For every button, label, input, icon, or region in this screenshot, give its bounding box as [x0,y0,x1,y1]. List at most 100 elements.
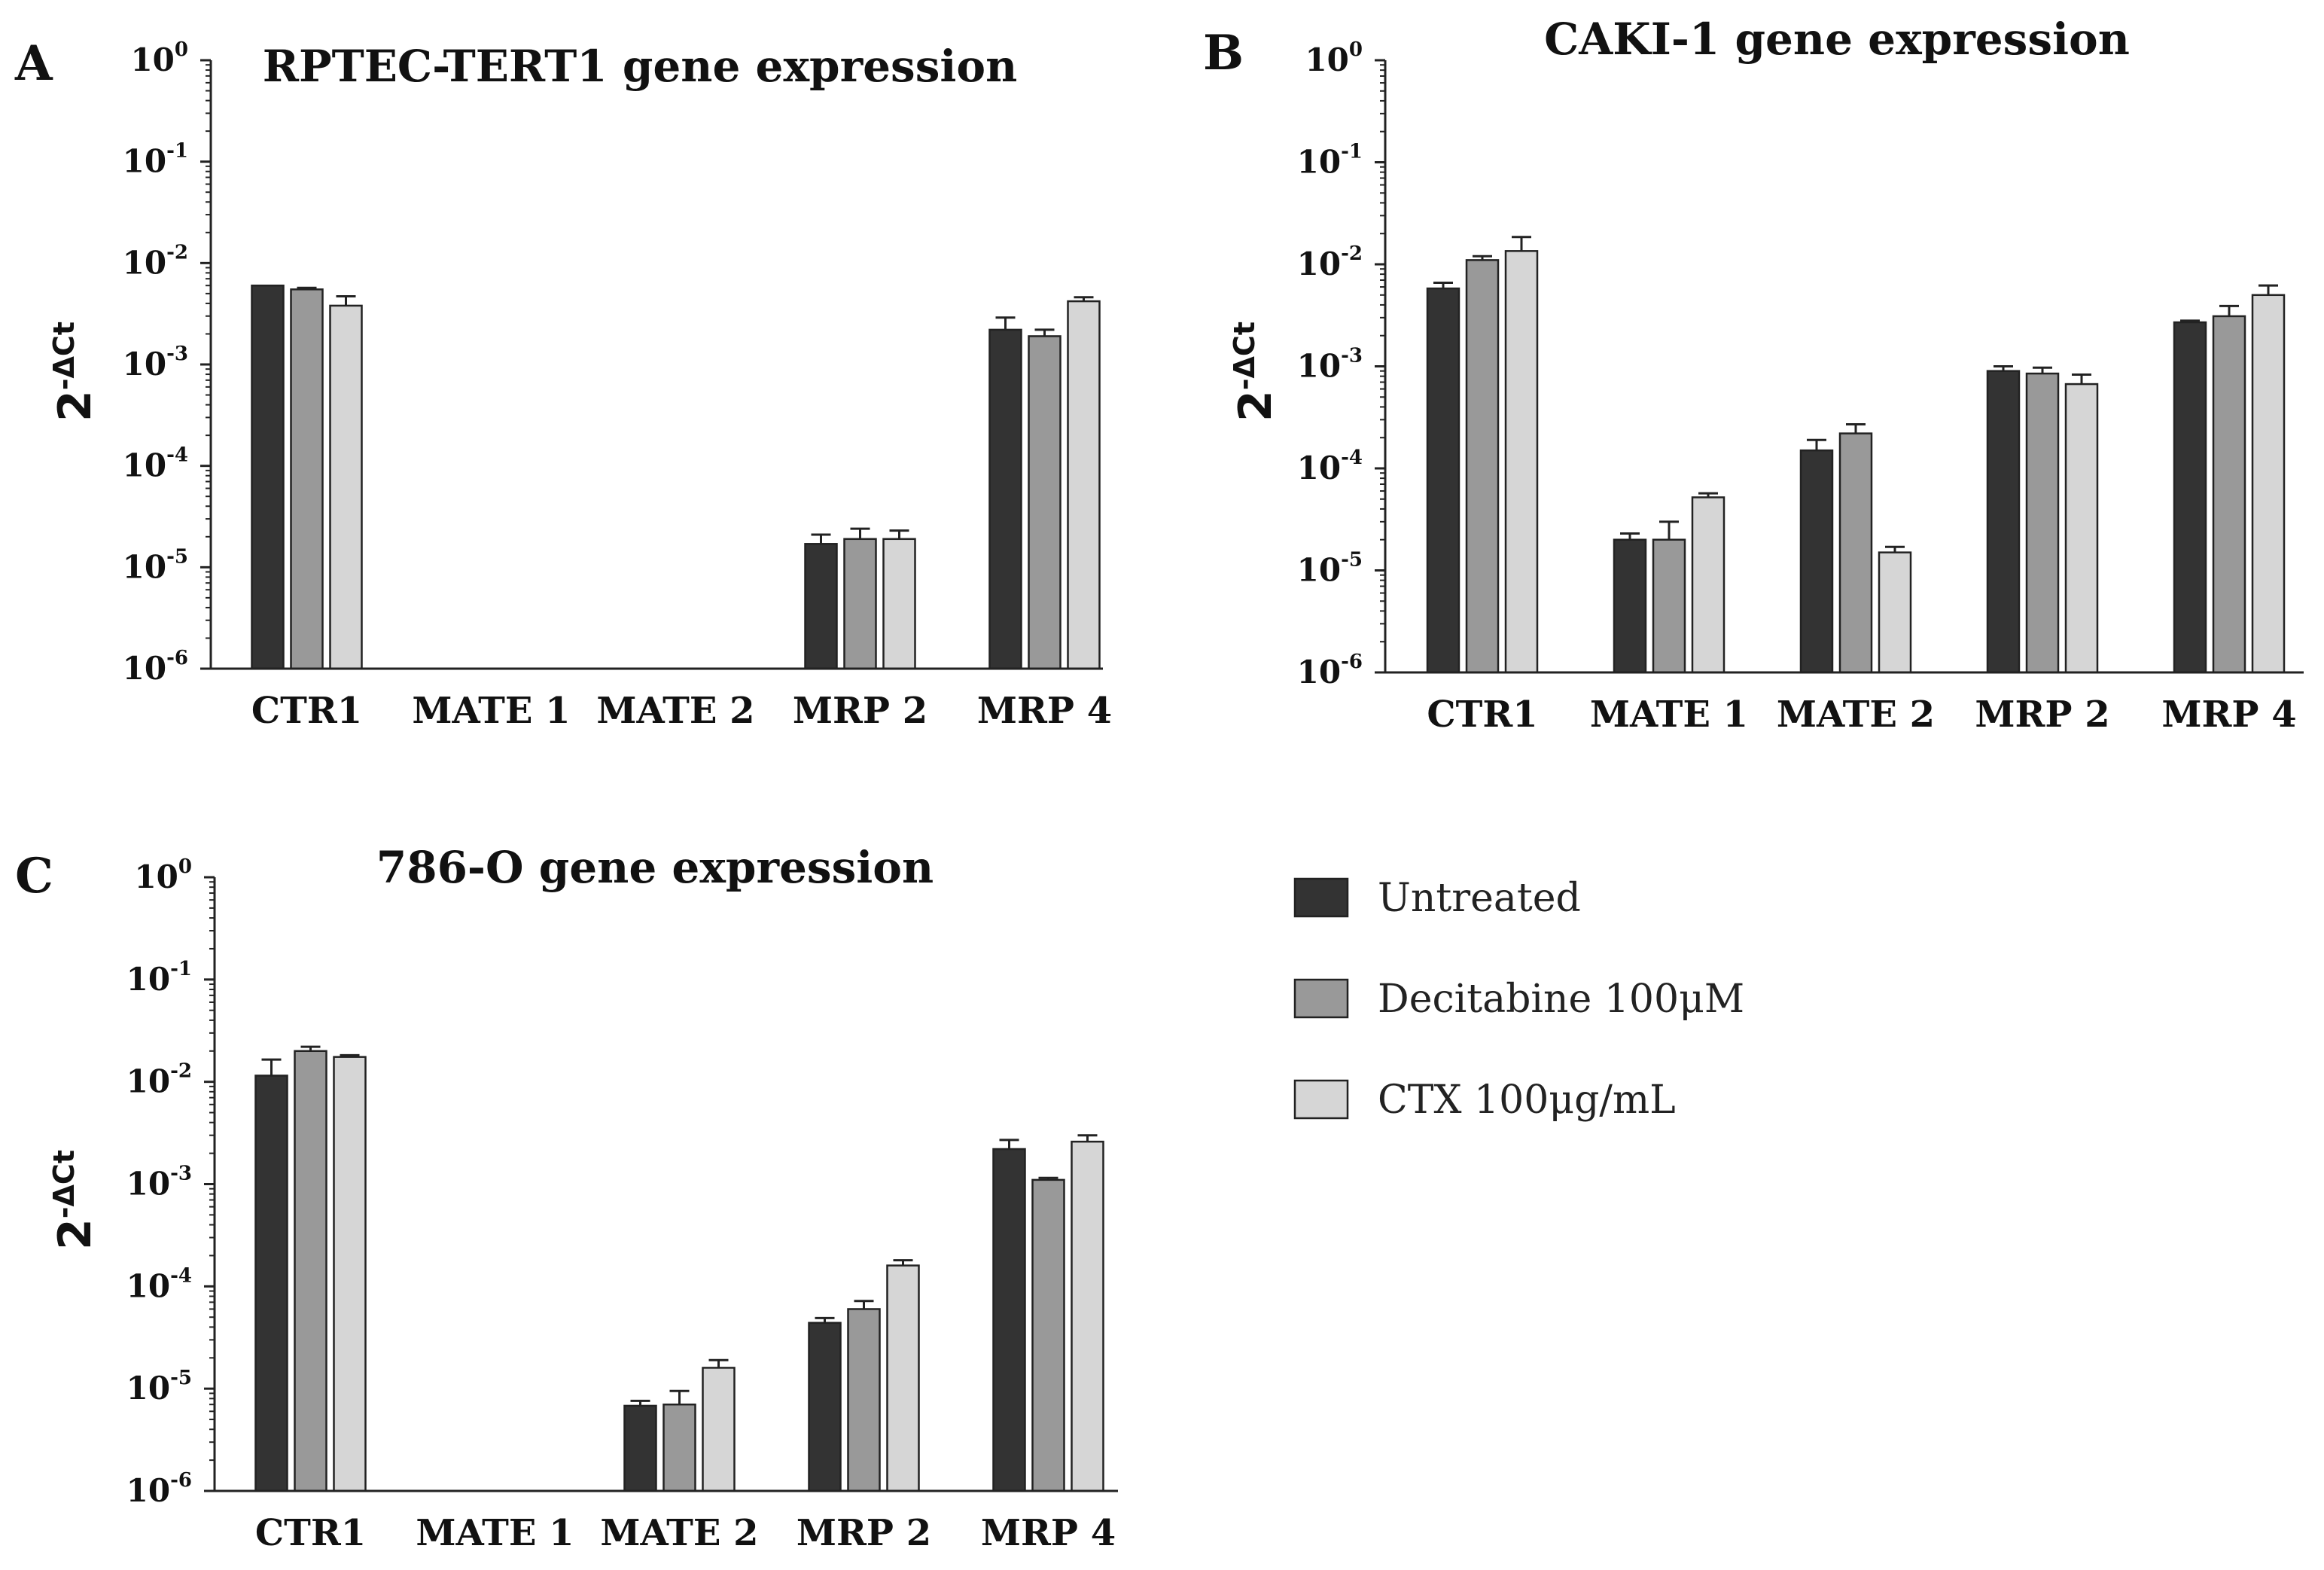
panel-c-error-bar-ctr1-decitabine-100-m [300,1045,321,1051]
panel-a-y-axis-label: 2-ΔCt [47,322,102,422]
panel-a-tick-label: 10-3 [123,343,188,383]
panel-b-error-bar-mrp-2-untreated [1994,365,2013,371]
panel-c-error-bar-mrp-2-decitabine-100-m [854,1300,874,1309]
legend-swatch-ctx [1293,1079,1349,1120]
panel-b-bar-mate-2-ctx-100-g-ml [1878,551,1912,674]
panel-a-title: RPTEC-TERT1 gene expression [263,41,1017,92]
panel-c-y-axis-label: 2-ΔCt [47,1150,102,1250]
panel-c-bar-ctr1-ctx-100-g-ml [333,1056,367,1492]
panel-b-category-ctr1: CTR1 [1427,694,1537,736]
panel-b-bars [1426,236,2286,674]
panel-b-error-bar-mrp-2-ctx-100-g-ml [2072,373,2091,385]
panel-b-error-bar-mate-2-untreated [1807,438,1826,451]
panel-c-title: 786-O gene expression [376,842,934,893]
panel-a: A RPTEC-TERT1 gene expression 2-ΔCt 1001… [14,35,1112,732]
panel-b-bar-mate-1-decitabine-100-m [1652,538,1686,674]
panel-b-tick-label: 10-5 [1297,549,1363,589]
panel-a-error-bar-ctr1-decitabine-100-m [297,286,317,290]
panel-c: C 786-O gene expression 2-ΔCt 100 10-1 10-… [15,842,1118,1554]
panel-a-category-mate-2: MATE 2 [596,690,754,732]
panel-c-error-bar-mrp-2-ctx-100-g-ml [893,1259,913,1266]
panel-b-bar-mate-2-decitabine-100-m [1838,432,1873,674]
panel-c-tick-label: 10-6 [126,1469,192,1509]
panel-c-error-bar-ctr1-ctx-100-g-ml [340,1053,360,1057]
panel-c-bar-mrp-2-untreated [808,1322,842,1492]
panel-a-bar-ctr1-ctx-100-g-ml [329,304,363,670]
panel-c-category-mrp-4: MRP 4 [981,1512,1116,1554]
panel-c-category-ctr1: CTR1 [255,1512,366,1554]
panel-c-bars [254,1045,1104,1492]
panel-b-tick-label: 10-2 [1297,242,1363,282]
panel-c-bar-mrp-2-ctx-100-g-ml [886,1264,920,1492]
panel-a-category-mate-1: MATE 1 [412,690,570,732]
panel-c-bar-mrp-4-decitabine-100-m [1031,1178,1065,1492]
panel-b-error-bar-mrp-4-ctx-100-g-ml [2259,284,2278,295]
panel-a-error-bar-mrp-2-decitabine-100-m [850,527,870,539]
panel-c-bar-mrp-2-decitabine-100-m [847,1308,881,1492]
panel-a-bar-ctr1-decitabine-100-m [290,288,324,670]
panel-c-error-bar-mate-2-ctx-100-g-ml [708,1358,729,1368]
panel-a-tick-label: 10-4 [123,444,188,484]
panel-b-error-bar-ctr1-decitabine-100-m [1473,255,1492,261]
panel-b-y-axis-label: 2-ΔCt [1228,322,1282,422]
panel-b-error-bar-ctr1-ctx-100-g-ml [1512,236,1531,252]
panel-b-error-bar-mrp-4-untreated [2180,319,2200,323]
panel-c-error-bar-ctr1-untreated [261,1058,282,1076]
panel-c-tick-label: 100 [134,855,192,895]
panel-a-tick-label: 10-5 [123,545,188,585]
panel-c-axes [213,877,1118,1492]
panel-a-error-bar-ctr1-ctx-100-g-ml [336,294,356,306]
panel-b-tick-label: 10-1 [1297,141,1363,181]
panel-b-category-labels: CTR1 MATE 1 MATE 2 MRP 2 MRP 4 [1427,694,2296,736]
panel-b-bar-mrp-2-untreated [1986,370,2021,674]
panel-a-letter: A [14,35,53,92]
panel-c-error-bar-mrp-4-ctx-100-g-ml [1077,1134,1098,1142]
panel-a-error-bar-mrp-2-untreated [811,533,831,544]
panel-c-error-bar-mrp-2-untreated [815,1316,835,1323]
panel-c-bar-ctr1-untreated [254,1075,288,1492]
panel-c-tick-label: 10-3 [126,1163,192,1203]
legend-swatch-decitabine [1293,978,1349,1019]
panel-a-bar-mrp-2-ctx-100-g-ml [882,538,916,670]
panel-a-y-ticks: 100 10-1 10-2 10-3 10-4 10-5 10-6 [123,38,211,687]
panel-a-error-bar-mrp-2-ctx-100-g-ml [889,529,909,539]
panel-c-y-ticks: 100 10-1 10-2 10-3 10-4 10-5 10-6 [126,855,215,1509]
panel-c-bar-mate-2-decitabine-100-m [662,1403,696,1492]
panel-a-tick-label: 10-2 [123,241,188,281]
panel-a-error-bar-mrp-4-ctx-100-g-ml [1074,296,1094,302]
panel-b-letter: B [1203,25,1244,81]
legend-item-ctx: CTX 100μg/mL [1293,1078,1676,1123]
panel-a-bar-mrp-2-decitabine-100-m [843,538,877,670]
legend-item-decitabine: Decitabine 100μM [1293,977,1744,1022]
panel-b-error-bar-ctr1-untreated [1433,281,1453,289]
panel-c-category-labels: CTR1 MATE 1 MATE 2 MRP 2 MRP 4 [255,1512,1116,1554]
panel-b-error-bar-mate-2-decitabine-100-m [1846,423,1866,434]
panel-a-axes [209,60,1103,670]
panel-b-error-bar-mate-1-ctx-100-g-ml [1698,492,1718,498]
panel-c-bar-ctr1-decitabine-100-m [294,1050,327,1492]
panel-b-bar-mrp-4-untreated [2173,321,2207,674]
panel-b-bar-mate-1-untreated [1613,538,1647,674]
legend-label-untreated: Untreated [1378,876,1581,921]
panel-b-error-bar-mate-1-decitabine-100-m [1659,520,1679,540]
panel-c-tick-label: 10-1 [126,958,192,998]
panel-b-category-mate-2: MATE 2 [1777,694,1935,736]
panel-c-tick-label: 10-2 [126,1060,192,1100]
panel-c-letter: C [15,848,53,904]
legend-label-decitabine: Decitabine 100μM [1378,977,1744,1022]
panel-a-bar-mrp-4-untreated [988,328,1022,670]
panel-c-tick-label: 10-4 [126,1264,192,1304]
panel-a-tick-label: 100 [130,38,188,78]
panel-a-tick-label: 10-6 [123,647,188,687]
panel-a-tick-label: 10-1 [123,140,188,180]
panel-c-error-bar-mrp-4-untreated [999,1139,1019,1149]
panel-b-bar-ctr1-decitabine-100-m [1465,259,1500,674]
panel-a-bar-mrp-2-untreated [804,543,838,670]
panel-b-error-bar-mrp-2-decitabine-100-m [2033,366,2052,374]
panel-b-title: CAKI-1 gene expression [1544,14,2130,65]
panel-c-category-mate-2: MATE 2 [600,1512,758,1554]
panel-b-tick-label: 100 [1305,38,1363,78]
panel-c-bar-mate-2-untreated [623,1404,657,1492]
legend-item-untreated: Untreated [1293,876,1581,921]
panel-b-bar-ctr1-ctx-100-g-ml [1504,250,1539,674]
